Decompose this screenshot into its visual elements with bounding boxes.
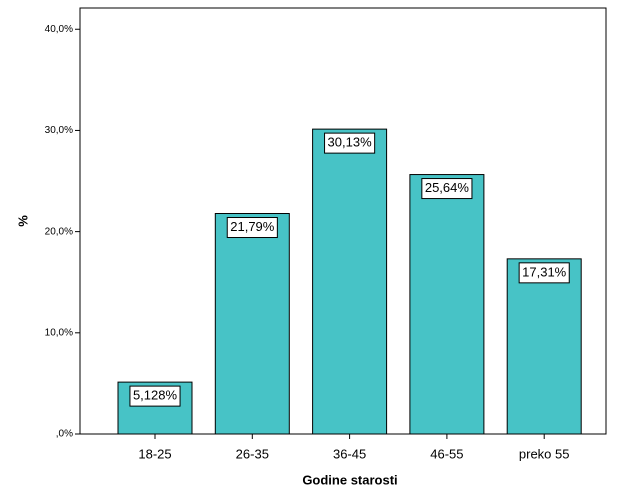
data-label-box <box>226 217 278 239</box>
bar <box>312 128 388 435</box>
y-axis-title: % <box>15 215 30 227</box>
data-label-box <box>129 385 181 407</box>
y-tick-label: 10,0% <box>45 327 73 338</box>
y-tick-label: ,0% <box>56 429 73 440</box>
y-tick-label: 40,0% <box>45 24 73 35</box>
data-label: 25,64% <box>425 180 470 195</box>
x-tick-label: 26-35 <box>236 446 269 461</box>
y-tick-label: 20,0% <box>45 226 73 237</box>
data-label: 30,13% <box>328 135 373 150</box>
data-label: 21,79% <box>230 219 275 234</box>
x-axis-title: Godine starosti <box>302 472 397 487</box>
data-label-box <box>324 132 376 154</box>
bar <box>409 174 485 435</box>
bar <box>214 213 290 435</box>
x-tick-label: 18-25 <box>138 446 171 461</box>
y-tick-label: 30,0% <box>45 125 73 136</box>
data-label-box <box>421 178 473 200</box>
x-tick-label: 36-45 <box>333 446 366 461</box>
data-label: 17,31% <box>522 264 567 279</box>
x-tick-label: preko 55 <box>519 446 570 461</box>
data-label-box <box>518 262 570 284</box>
x-tick-label: 46-55 <box>430 446 463 461</box>
data-label: 5,128% <box>133 388 178 403</box>
bar <box>506 258 582 435</box>
